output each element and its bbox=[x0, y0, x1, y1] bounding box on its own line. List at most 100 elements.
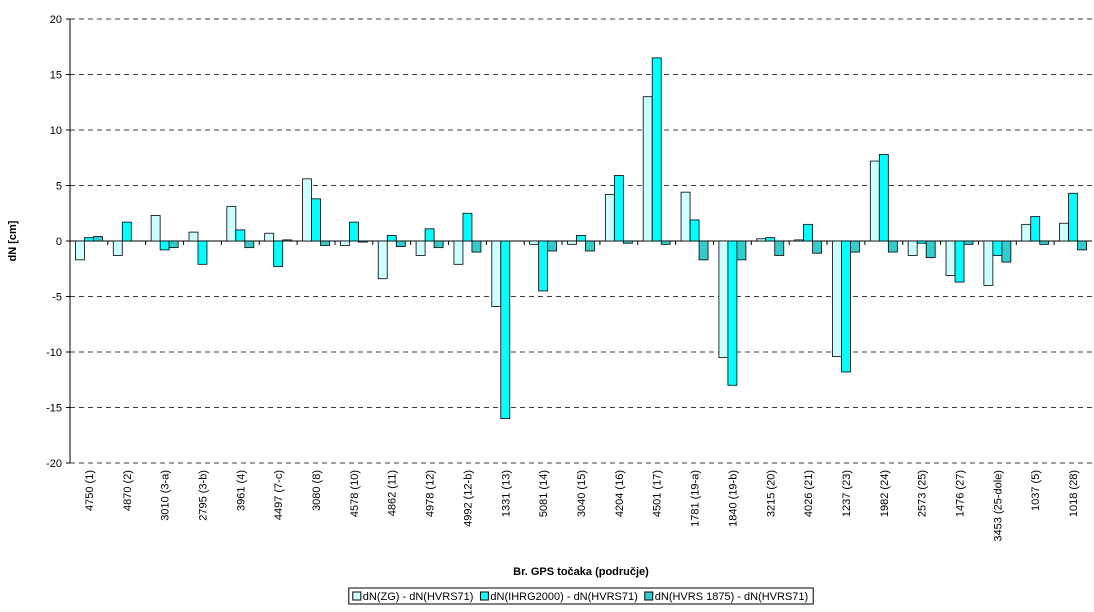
y-tick-label: -15 bbox=[46, 403, 62, 415]
bar bbox=[453, 240, 464, 265]
bar bbox=[954, 240, 965, 283]
bar bbox=[698, 240, 709, 261]
legend: dN(ZG) - dN(HVRS71) dN(IHRG2000) - dN(HVR… bbox=[352, 591, 808, 603]
bar bbox=[983, 240, 994, 286]
x-tick-label: 4978 (12) bbox=[425, 470, 437, 517]
x-tick-label: 2573 (25) bbox=[917, 470, 929, 517]
x-tick-label: 4870 (2) bbox=[122, 470, 134, 511]
bar bbox=[718, 240, 729, 358]
bar bbox=[547, 240, 558, 252]
x-tick-label: 4750 (1) bbox=[84, 470, 96, 511]
bar bbox=[604, 193, 615, 242]
bar bbox=[613, 175, 624, 242]
x-tick-label: 3961 (4) bbox=[235, 470, 247, 511]
bar bbox=[226, 206, 237, 242]
bar bbox=[244, 240, 255, 249]
bar bbox=[188, 231, 199, 242]
legend-label: dN(IHRG2000) - dN(HVRS71) bbox=[490, 591, 637, 603]
bar bbox=[235, 229, 246, 242]
bar bbox=[197, 240, 208, 265]
bar bbox=[121, 221, 132, 242]
x-tick-label: 4992 (12-b) bbox=[462, 470, 474, 527]
bar bbox=[462, 212, 473, 242]
bar bbox=[75, 240, 85, 261]
bar bbox=[945, 240, 956, 276]
bar bbox=[1021, 223, 1032, 242]
bar bbox=[869, 160, 880, 242]
bar bbox=[1001, 240, 1012, 263]
y-axis-title: dN [cm] bbox=[7, 220, 19, 261]
bar bbox=[585, 240, 595, 252]
x-axis-title: Br. GPS točaka (područje) bbox=[513, 566, 649, 578]
legend-swatch bbox=[352, 591, 362, 601]
bar bbox=[794, 239, 805, 242]
bar bbox=[348, 221, 359, 242]
bar bbox=[925, 240, 936, 259]
x-tick-label: 4578 (10) bbox=[349, 470, 361, 517]
bar bbox=[680, 191, 691, 242]
bar bbox=[622, 240, 633, 244]
legend-label: dN(ZG) - dN(HVRS71) bbox=[363, 591, 474, 603]
bar bbox=[112, 240, 123, 256]
y-tick-label: -5 bbox=[52, 292, 62, 304]
x-tick-label: 1476 (27) bbox=[955, 470, 967, 517]
bar bbox=[850, 240, 860, 253]
bar bbox=[282, 239, 293, 242]
y-tick-label: 5 bbox=[56, 181, 62, 193]
x-tick-label: 3215 (20) bbox=[765, 470, 777, 517]
bar bbox=[689, 219, 700, 242]
bar bbox=[433, 240, 444, 249]
bar bbox=[168, 240, 179, 249]
bar bbox=[538, 240, 549, 292]
x-tick-label: 3010 (3-a) bbox=[160, 470, 172, 521]
bar bbox=[1059, 222, 1069, 242]
bar bbox=[491, 240, 502, 307]
bar bbox=[651, 57, 662, 242]
bar bbox=[93, 236, 103, 242]
bar bbox=[264, 232, 275, 242]
bar bbox=[1077, 240, 1087, 251]
x-tick-label: 1331 (13) bbox=[500, 470, 512, 517]
bar bbox=[567, 240, 577, 245]
bar bbox=[765, 237, 776, 242]
x-tick-label: 1237 (23) bbox=[841, 470, 853, 517]
bar bbox=[963, 240, 974, 245]
bar bbox=[812, 240, 823, 254]
x-tick-label: 1840 (19-b) bbox=[727, 470, 739, 527]
bar bbox=[302, 178, 312, 242]
y-tick-label: -20 bbox=[46, 458, 62, 470]
bar bbox=[320, 240, 330, 246]
x-tick-label: 4497 (7-c) bbox=[273, 470, 285, 520]
bar bbox=[660, 240, 671, 245]
x-tick-label: 4026 (21) bbox=[803, 470, 815, 517]
y-tick-label: 0 bbox=[56, 236, 62, 248]
bar bbox=[803, 223, 814, 242]
bar bbox=[424, 228, 435, 242]
bar bbox=[756, 238, 767, 242]
x-tick-label: 2795 (3-b) bbox=[197, 470, 209, 521]
bar bbox=[916, 240, 927, 244]
x-tick-label: 1982 (24) bbox=[879, 470, 891, 517]
bar bbox=[642, 96, 653, 242]
bar bbox=[841, 240, 851, 373]
bar bbox=[1030, 216, 1041, 242]
x-tick-label: 4501 (17) bbox=[652, 470, 664, 517]
bar bbox=[1039, 240, 1050, 245]
bar bbox=[576, 235, 586, 242]
bar bbox=[774, 240, 785, 256]
y-tick-label: 10 bbox=[50, 125, 62, 137]
bar bbox=[727, 240, 738, 386]
x-tick-label: 3453 (25-dole) bbox=[992, 470, 1004, 542]
bar bbox=[887, 240, 898, 253]
bar bbox=[377, 240, 388, 280]
bar bbox=[832, 240, 842, 357]
bar bbox=[273, 240, 284, 267]
bar bbox=[500, 240, 511, 420]
legend-label: dN(HVRS 1875) - dN(HVRS71) bbox=[655, 591, 808, 603]
bar bbox=[339, 240, 350, 246]
y-tick-label: 15 bbox=[50, 70, 62, 82]
x-tick-label: 1018 (28) bbox=[1068, 470, 1080, 517]
legend-box bbox=[348, 587, 814, 605]
legend-swatch bbox=[644, 591, 654, 601]
bar bbox=[878, 154, 889, 242]
